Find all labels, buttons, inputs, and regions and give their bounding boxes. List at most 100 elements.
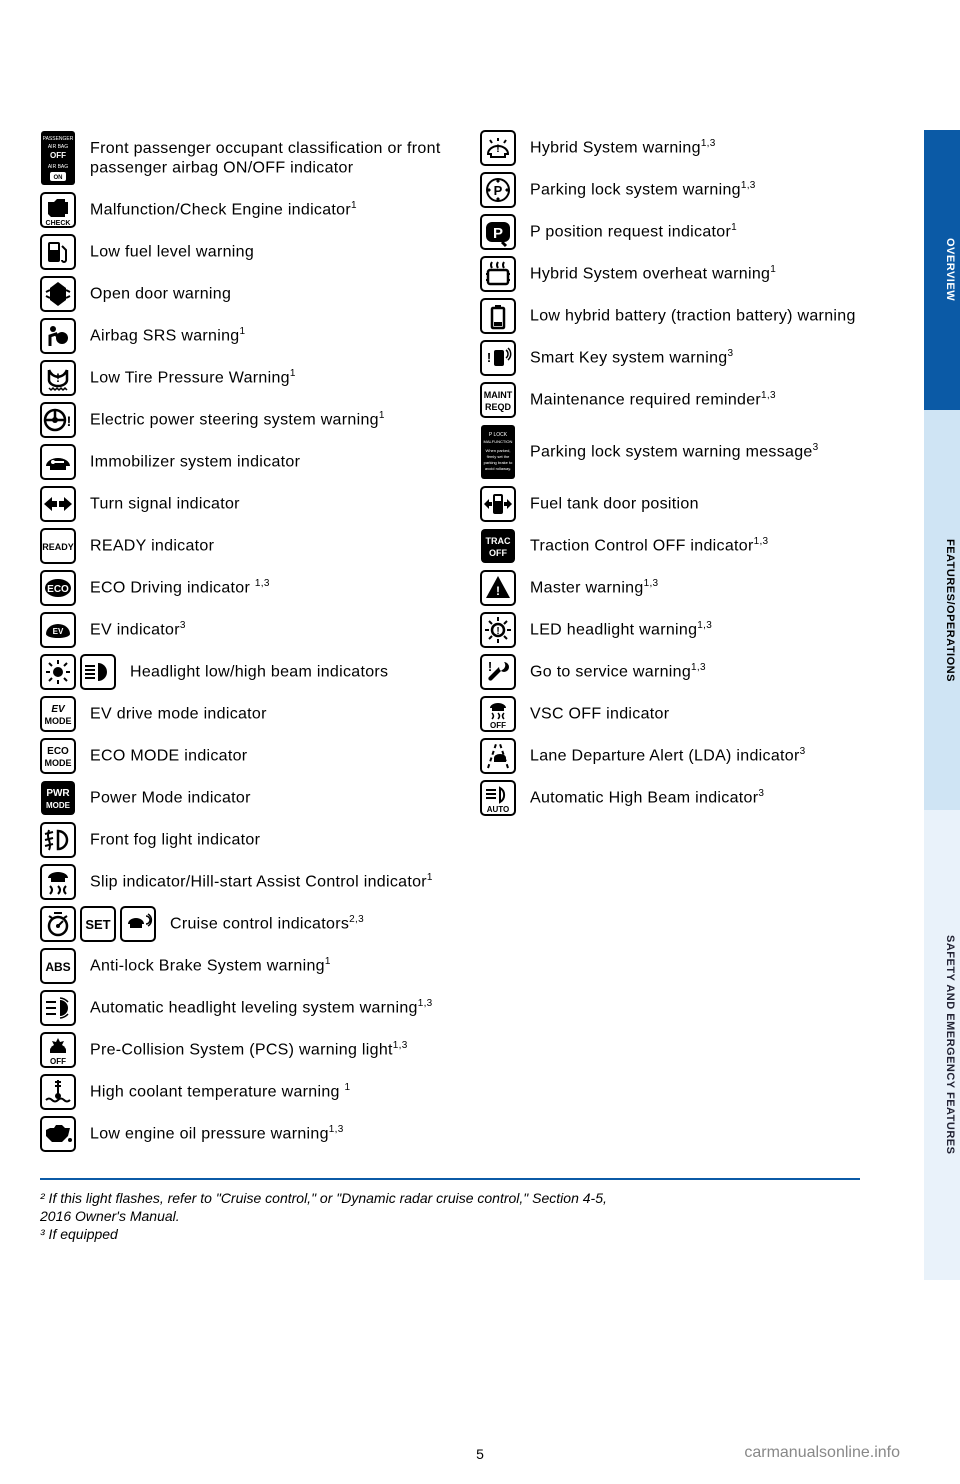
cruise-radar-icon — [120, 906, 156, 942]
row-pwr-mode: PWR MODE Power Mode indicator — [40, 780, 460, 816]
fuel-door-icon — [480, 486, 516, 522]
label: Smart Key system warning3 — [530, 348, 733, 368]
svg-text:PASSENGER: PASSENGER — [43, 136, 74, 142]
eco-mode-icon: ECO MODE — [40, 738, 76, 774]
row-fog: Front fog light indicator — [40, 822, 460, 858]
coolant-icon — [40, 1074, 76, 1110]
footnote-3: ³ If equipped — [40, 1226, 860, 1242]
label: Master warning1,3 — [530, 578, 658, 598]
svg-text:!: ! — [56, 371, 60, 385]
svg-text:MODE: MODE — [45, 758, 72, 768]
row-maint: MAINT REQD Maintenance required reminder… — [480, 382, 900, 418]
svg-text:TRAC: TRAC — [486, 536, 511, 546]
row-check-engine: CHECK Malfunction/Check Engine indicator… — [40, 192, 460, 228]
abs-icon: ABS — [40, 948, 76, 984]
row-open-door: Open door warning — [40, 276, 460, 312]
cruise-icon — [40, 906, 76, 942]
row-service: ! Go to service warning1,3 — [480, 654, 900, 690]
svg-text:!: ! — [488, 659, 492, 674]
svg-text:MAINT: MAINT — [484, 390, 513, 400]
immobilizer-icon — [40, 444, 76, 480]
label: High coolant temperature warning 1 — [90, 1082, 350, 1102]
row-oil: Low engine oil pressure warning1,3 — [40, 1116, 460, 1152]
headlight-icons — [40, 654, 116, 690]
auto-level-icon — [40, 990, 76, 1026]
svg-text:AUTO: AUTO — [487, 805, 510, 814]
highbeam-icon — [80, 654, 116, 690]
row-plock: P Parking lock system warning1,3 — [480, 172, 900, 208]
svg-text:P LOCK: P LOCK — [489, 432, 508, 438]
label: Power Mode indicator — [90, 788, 251, 808]
label: Anti-lock Brake System warning1 — [90, 956, 331, 976]
airbag-pass-icon: PASSENGER AIR BAG OFF AIR BAG ON — [40, 130, 76, 186]
footnote-2b: 2016 Owner's Manual. — [40, 1208, 860, 1224]
row-lda: Lane Departure Alert (LDA) indicator3 — [480, 738, 900, 774]
svg-text:CHECK: CHECK — [46, 220, 71, 227]
row-ready: READY READY indicator — [40, 528, 460, 564]
footnotes: ² If this light flashes, refer to "Cruis… — [40, 1178, 860, 1242]
label: Maintenance required reminder1,3 — [530, 390, 776, 410]
svg-text:When parked,: When parked, — [486, 448, 511, 453]
low-fuel-icon — [40, 234, 76, 270]
left-column: PASSENGER AIR BAG OFF AIR BAG ON Front p… — [40, 130, 460, 1158]
cruise-set-icon: SET — [80, 906, 116, 942]
ready-icon: READY — [40, 528, 76, 564]
turn-signal-icon — [40, 486, 76, 522]
svg-text:SET: SET — [85, 917, 110, 932]
hybrid-overheat-icon — [480, 256, 516, 292]
service-icon: ! — [480, 654, 516, 690]
row-p-pos: P P position request indicator1 — [480, 214, 900, 250]
label: EV drive mode indicator — [90, 704, 267, 724]
label: Cruise control indicators2,3 — [170, 914, 364, 934]
svg-text:avoid rollaway.: avoid rollaway. — [485, 466, 511, 471]
row-eps: ! Electric power steering system warning… — [40, 402, 460, 438]
row-pcs: OFF Pre-Collision System (PCS) warning l… — [40, 1032, 460, 1068]
svg-text:MALFUNCTION: MALFUNCTION — [484, 439, 513, 444]
slip-icon — [40, 864, 76, 900]
hybrid-warn-icon: ! — [480, 130, 516, 166]
label: ECO MODE indicator — [90, 746, 247, 766]
srs-icon — [40, 318, 76, 354]
row-slip: Slip indicator/Hill-start Assist Control… — [40, 864, 460, 900]
plock-icon: P — [480, 172, 516, 208]
label: Malfunction/Check Engine indicator1 — [90, 200, 357, 220]
svg-text:ON: ON — [54, 175, 63, 181]
label: Immobilizer system indicator — [90, 452, 300, 472]
fog-icon — [40, 822, 76, 858]
row-headlight: Headlight low/high beam indicators — [40, 654, 460, 690]
svg-text:!: ! — [496, 143, 500, 155]
label: Low fuel level warning — [90, 242, 254, 262]
row-hybrid-overheat: Hybrid System overheat warning1 — [480, 256, 900, 292]
cruise-icons: SET — [40, 906, 156, 942]
label: Fuel tank door position — [530, 494, 699, 514]
row-low-batt: Low hybrid battery (traction battery) wa… — [480, 298, 900, 334]
row-tracoff: TRAC OFF Traction Control OFF indicator1… — [480, 528, 900, 564]
label: Open door warning — [90, 284, 231, 304]
maint-icon: MAINT REQD — [480, 382, 516, 418]
label: VSC OFF indicator — [530, 704, 669, 724]
open-door-icon — [40, 276, 76, 312]
label: Hybrid System overheat warning1 — [530, 264, 776, 284]
pcs-icon: OFF — [40, 1032, 76, 1068]
label: Hybrid System warning1,3 — [530, 138, 716, 158]
label: Traction Control OFF indicator1,3 — [530, 536, 768, 556]
tab-safety: SAFETY AND EMERGENCY FEATURES — [924, 810, 960, 1280]
row-eco-drive: ECO ECO Driving indicator 1,3 — [40, 570, 460, 606]
label: Automatic High Beam indicator3 — [530, 788, 764, 808]
svg-text:REQD: REQD — [485, 402, 512, 412]
row-ev: EV EV indicator3 — [40, 612, 460, 648]
svg-text:firmly set the: firmly set the — [487, 454, 510, 459]
label: Lane Departure Alert (LDA) indicator3 — [530, 746, 805, 766]
vscoff-icon: OFF — [480, 696, 516, 732]
svg-text:!: ! — [67, 413, 72, 429]
row-fuel-door: Fuel tank door position — [480, 486, 900, 522]
right-column: ! Hybrid System warning1,3 P Parking loc… — [480, 130, 900, 1158]
label: Airbag SRS warning1 — [90, 326, 245, 346]
row-abs: ABS Anti-lock Brake System warning1 — [40, 948, 460, 984]
watermark: carmanualsonline.info — [744, 1444, 900, 1462]
row-low-fuel: Low fuel level warning — [40, 234, 460, 270]
label: Low hybrid battery (traction battery) wa… — [530, 306, 856, 326]
row-turn: Turn signal indicator — [40, 486, 460, 522]
row-tpms: ! Low Tire Pressure Warning1 — [40, 360, 460, 396]
svg-text:MODE: MODE — [45, 716, 72, 726]
